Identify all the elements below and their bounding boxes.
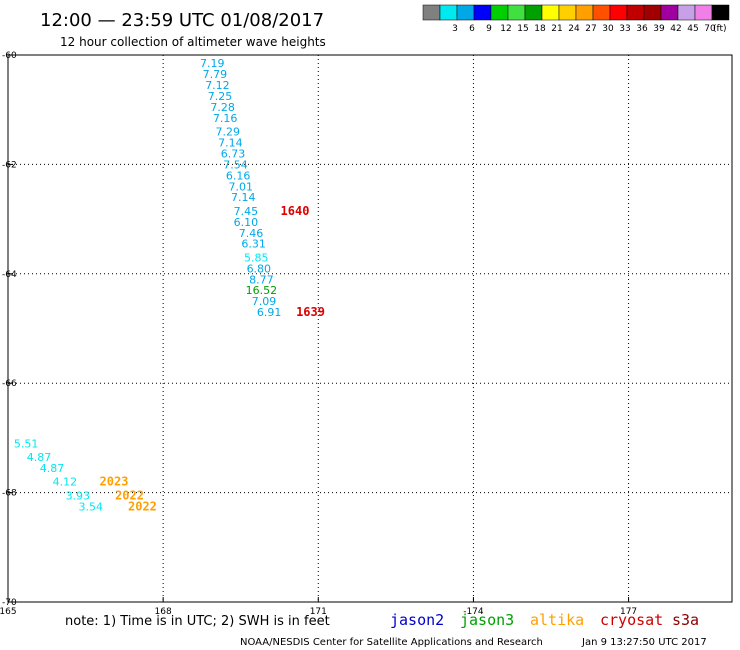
wave-height-label: 4.87 (27, 451, 52, 464)
colorbar-tick-label: 27 (585, 24, 596, 34)
chart-subtitle: 12 hour collection of altimeter wave hei… (60, 35, 326, 49)
colorbar-swatch (711, 4, 730, 21)
wave-height-label: 6.91 (257, 306, 282, 319)
wave-height-label: 7.54 (223, 158, 248, 171)
wave-height-label: 4.87 (40, 462, 65, 475)
colorbar-swatch (626, 4, 645, 21)
satellite-legend: jason2 jason3 altika cryosat s3a (390, 611, 699, 629)
colorbar-tick-label: 3 (452, 24, 458, 34)
footer-note: note: 1) Time is in UTC; 2) SWH is in fe… (65, 614, 330, 629)
wave-height-label: 6.80 (247, 262, 272, 275)
wave-height-label: 7.45 (234, 205, 259, 218)
colorbar-swatch (558, 4, 577, 21)
wave-height-label: 7.19 (200, 57, 225, 70)
wave-height-label: 7.16 (213, 112, 238, 125)
colorbar-tick-label: 70 (704, 24, 716, 34)
x-tick-label: -174 (463, 607, 484, 617)
track-id-label: 2022 (115, 488, 144, 502)
wave-height-label: 3.93 (66, 489, 91, 502)
colorbar-tick-label: 21 (551, 24, 562, 34)
colorbar-tick-label: 12 (500, 24, 511, 34)
x-tick-label: 168 (155, 607, 172, 617)
y-tick-label: -60 (2, 51, 17, 61)
colorbar-swatch (507, 4, 526, 21)
chart-title: 12:00 — 23:59 UTC 01/08/2017 (40, 10, 324, 31)
y-tick-label: -62 (2, 160, 17, 170)
colorbar-legend: 3 6 9 12 15 18 21 24 27 30 33 36 39 42 45 70 (422, 4, 730, 34)
y-tick-label: -68 (2, 489, 17, 499)
plot-frame (7, 54, 733, 603)
colorbar-tick-label: 39 (653, 24, 665, 34)
colorbar-swatch (473, 4, 492, 21)
colorbar-swatch (609, 4, 628, 21)
satellite-legend-jason2: jason2 (390, 611, 444, 629)
colorbar-tick-label: 18 (534, 24, 546, 34)
wave-height-label: 7.14 (231, 191, 256, 204)
wave-height-label: 5.51 (14, 437, 39, 450)
colorbar-tick-label: 6 (469, 24, 475, 34)
colorbar-tick-label: 9 (486, 24, 492, 34)
x-tick-label: 177 (620, 607, 637, 617)
wave-height-points: 7.197.797.127.257.287.167.297.146.737.54… (14, 57, 282, 513)
x-tick-label: 171 (310, 607, 327, 617)
colorbar-swatch (439, 4, 458, 21)
wave-height-label: 6.16 (226, 169, 251, 182)
colorbar-swatch (643, 4, 662, 21)
colorbar-tick-label: 30 (602, 24, 614, 34)
wave-height-label: 6.31 (241, 238, 266, 251)
x-tick-label: 165 (0, 607, 17, 617)
wave-height-label: 6.73 (221, 147, 246, 160)
satellite-legend-s3a: s3a (672, 611, 699, 629)
colorbar-swatch (592, 4, 611, 21)
colorbar-swatch (677, 4, 696, 21)
wave-height-label: 7.14 (218, 137, 243, 150)
colorbar-swatch (490, 4, 509, 21)
wave-height-label: 3.54 (78, 500, 103, 513)
colorbar-swatch (524, 4, 543, 21)
track-id-label: 1640 (281, 204, 310, 218)
wave-height-label: 16.52 (246, 284, 278, 297)
y-axis-ticks: -60 -62 -64 -66 -68 -70 (2, 51, 17, 608)
satellite-legend-altika: altika (530, 611, 584, 629)
track-id-label: 1639 (296, 305, 325, 319)
y-tick-label: -70 (2, 598, 17, 608)
x-axis-ticks: 165 168 171 -174 177 (0, 597, 637, 617)
colorbar-swatch (694, 4, 713, 21)
colorbar-tick-label: 36 (636, 24, 648, 34)
wave-height-label: 7.46 (239, 227, 264, 240)
footer-timestamp: Jan 9 13:27:50 UTC 2017 (581, 637, 707, 648)
colorbar-tick-label: 45 (687, 24, 698, 34)
satellite-legend-cryosat: cryosat (600, 611, 663, 629)
wave-height-label: 7.28 (210, 101, 235, 114)
satellite-legend-jason3: jason3 (460, 611, 514, 629)
wave-height-label: 7.12 (205, 79, 230, 92)
wave-height-label: 8.77 (249, 273, 274, 286)
y-tick-label: -64 (2, 270, 17, 280)
footer-credit: NOAA/NESDIS Center for Satellite Applica… (240, 637, 543, 648)
colorbar-swatch (541, 4, 560, 21)
colorbar-tick-label: 33 (619, 24, 630, 34)
wave-height-label: 4.12 (53, 476, 78, 489)
wave-height-label: 5.85 (244, 251, 269, 264)
wave-height-label: 7.01 (228, 180, 253, 193)
track-id-label: 2022 (128, 499, 157, 513)
colorbar-unit: (ft) (713, 24, 727, 34)
y-tick-label: -66 (2, 379, 17, 389)
colorbar-swatch (456, 4, 475, 21)
grid-lines (8, 55, 732, 602)
wave-height-label: 7.09 (252, 295, 277, 308)
colorbar-tick-label: 24 (568, 24, 580, 34)
colorbar-swatch (660, 4, 679, 21)
track-id-label: 2023 (100, 475, 129, 489)
colorbar-tick-label: 15 (517, 24, 528, 34)
colorbar-tick-label: 42 (670, 24, 681, 34)
wave-height-label: 6.10 (234, 216, 259, 229)
wave-height-label: 7.79 (203, 68, 228, 81)
wave-height-label: 7.25 (208, 90, 233, 103)
colorbar-swatch (422, 4, 441, 21)
colorbar-swatch (575, 4, 594, 21)
wave-height-label: 7.29 (216, 126, 241, 139)
